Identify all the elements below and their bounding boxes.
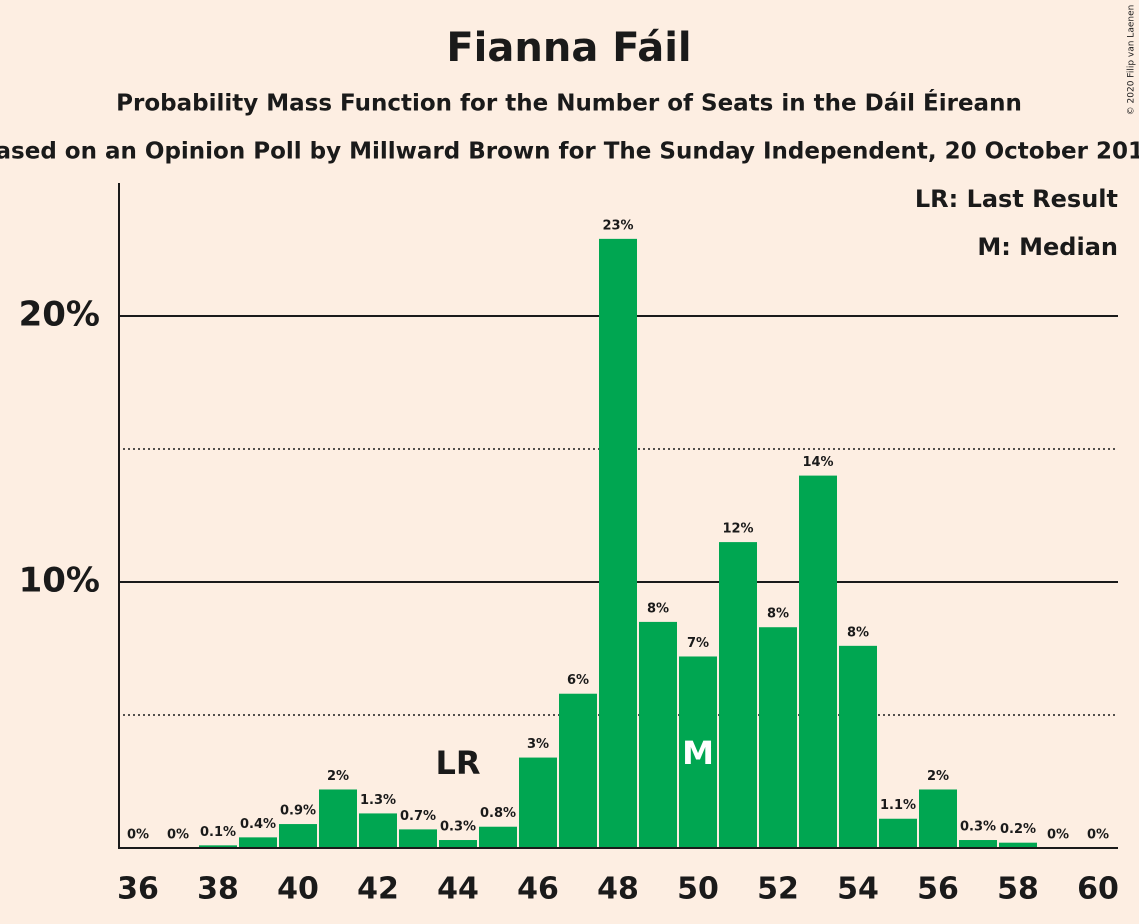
chart-source: Based on an Opinion Poll by Millward Bro… <box>0 139 1139 165</box>
x-tick-label: 58 <box>997 872 1039 907</box>
bar <box>199 845 237 848</box>
bar <box>559 693 597 848</box>
bar <box>439 840 477 848</box>
bar <box>959 840 997 848</box>
legend-entry: LR: Last Result <box>915 185 1118 213</box>
value-label: 0.8% <box>480 806 516 821</box>
x-tick-label: 52 <box>757 872 799 907</box>
bar <box>519 757 557 848</box>
value-label: 7% <box>687 636 709 651</box>
bar <box>639 621 677 848</box>
bar <box>999 842 1037 848</box>
value-label: 0.3% <box>440 820 476 835</box>
value-label: 0.1% <box>200 825 236 840</box>
y-tick-label: 20% <box>19 295 100 335</box>
value-label: 0% <box>1087 828 1109 843</box>
value-label: 6% <box>567 673 589 688</box>
bar <box>719 542 757 848</box>
x-tick-label: 50 <box>677 872 719 907</box>
bar <box>599 238 637 849</box>
value-label: 8% <box>767 607 789 622</box>
x-tick-label: 56 <box>917 872 959 907</box>
value-label: 23% <box>602 218 633 233</box>
bar <box>759 627 797 848</box>
bar <box>479 826 517 848</box>
value-label: 0% <box>1047 828 1069 843</box>
value-label: 0% <box>167 828 189 843</box>
bar <box>879 818 917 848</box>
bar <box>279 824 317 848</box>
x-tick-label: 54 <box>837 872 879 907</box>
value-label: 1.1% <box>880 798 916 813</box>
x-tick-label: 48 <box>597 872 639 907</box>
y-tick-label: 10% <box>19 561 100 601</box>
bar <box>359 813 397 848</box>
x-tick-label: 38 <box>197 872 239 907</box>
value-label: 14% <box>802 455 833 470</box>
copyright: © 2020 Filip van Laenen <box>1127 5 1137 116</box>
x-tick-label: 40 <box>277 872 319 907</box>
bar <box>919 789 957 848</box>
x-tick-label: 46 <box>517 872 559 907</box>
bar <box>319 789 357 848</box>
bar <box>839 645 877 848</box>
x-tick-label: 42 <box>357 872 399 907</box>
x-tick-label: 44 <box>437 872 479 907</box>
value-label: 0% <box>127 828 149 843</box>
value-label: 0.9% <box>280 804 316 819</box>
value-label: 8% <box>647 601 669 616</box>
value-label: 3% <box>527 737 549 752</box>
bar <box>399 829 437 848</box>
chart-title: Fianna Fáil <box>446 25 691 71</box>
value-label: 0.2% <box>1000 822 1036 837</box>
bar <box>799 475 837 848</box>
chart-subtitle: Probability Mass Function for the Number… <box>116 89 1022 117</box>
value-label: 12% <box>722 522 753 537</box>
annotation: LR <box>435 744 480 782</box>
value-label: 0.4% <box>240 817 276 832</box>
annotation: M <box>682 734 714 772</box>
x-tick-label: 36 <box>117 872 159 907</box>
bar <box>239 837 277 848</box>
legend-entry: M: Median <box>977 233 1118 261</box>
bar <box>679 656 717 848</box>
value-label: 8% <box>847 625 869 640</box>
value-label: 1.3% <box>360 793 396 808</box>
x-tick-label: 60 <box>1077 872 1119 907</box>
value-label: 0.3% <box>960 820 996 835</box>
value-label: 0.7% <box>400 809 436 824</box>
value-label: 2% <box>327 769 349 784</box>
value-label: 2% <box>927 769 949 784</box>
